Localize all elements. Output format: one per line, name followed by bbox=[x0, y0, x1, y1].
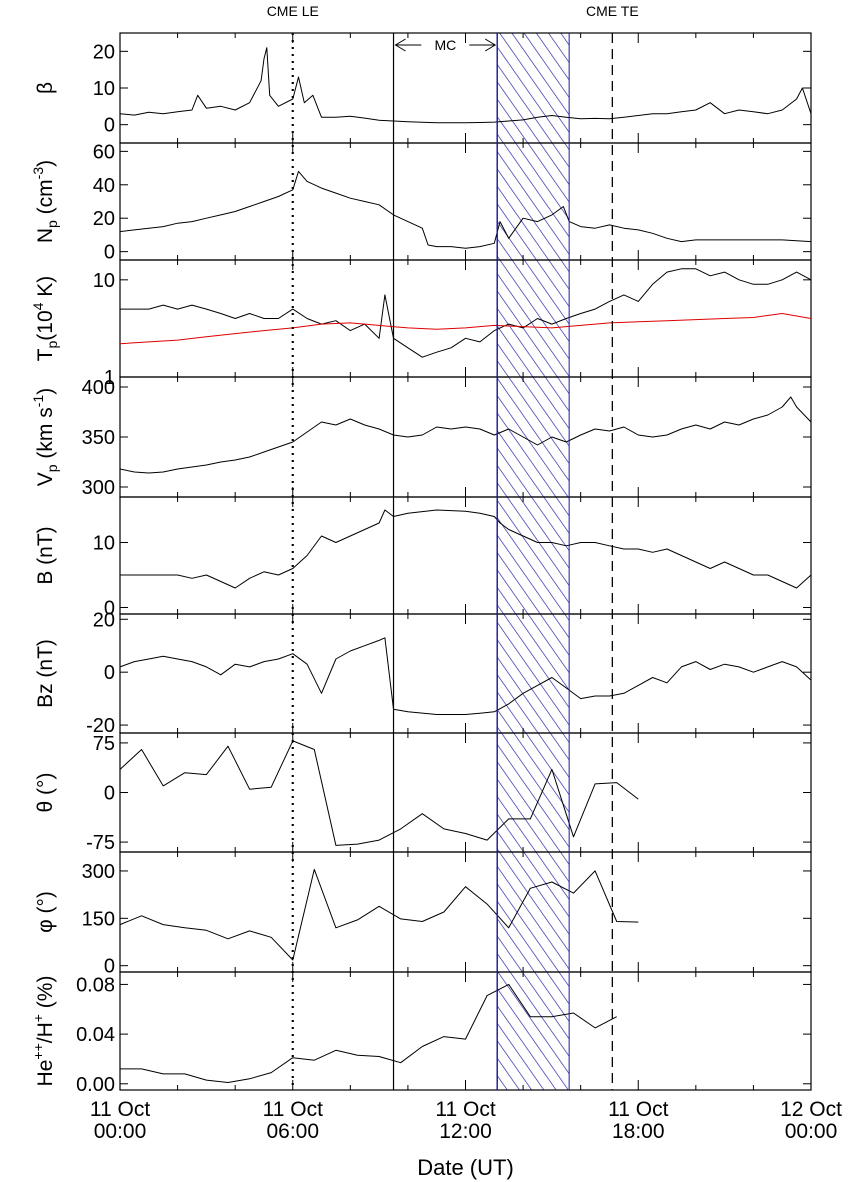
y-axis-label: Vp (km s-1) bbox=[30, 388, 60, 486]
y-tick-label: 60 bbox=[93, 141, 115, 163]
series-line-1 bbox=[119, 170, 812, 249]
y-tick-label: 0.00 bbox=[76, 1074, 115, 1096]
panel-frame bbox=[119, 142, 812, 261]
x-tick-label-date: 11 Oct bbox=[90, 1098, 150, 1121]
y-axis-label: β bbox=[34, 82, 57, 94]
mc-label: MC bbox=[434, 37, 456, 53]
y-tick-label: -20 bbox=[86, 715, 115, 737]
y-tick-label: 20 bbox=[93, 208, 115, 230]
panel-frame bbox=[119, 613, 812, 734]
x-tick-label-date: 12 Oct bbox=[780, 1098, 842, 1121]
panel-2: 0 20 40 60 Np (cm-3) bbox=[30, 141, 812, 264]
y-tick-label: 20 bbox=[93, 609, 115, 631]
hatched-region bbox=[497, 33, 570, 1090]
series-line-1 bbox=[119, 740, 639, 846]
panel-5: 0 10 B (nT) bbox=[34, 496, 812, 620]
x-tick-label-date: 11 Oct bbox=[263, 1098, 323, 1121]
y-tick-label: 0 bbox=[104, 242, 115, 264]
x-tick-label-time: 12:00 bbox=[439, 1120, 492, 1143]
series-line-1 bbox=[119, 637, 812, 715]
y-tick-label: 0 bbox=[104, 598, 115, 620]
y-tick-label: 300 bbox=[82, 477, 115, 499]
mc-arrowhead-left bbox=[394, 38, 406, 52]
y-tick-label: 400 bbox=[82, 377, 115, 399]
y-axis-label: φ (°) bbox=[34, 891, 57, 933]
panel-6: -20 0 20 Bz (nT) bbox=[34, 609, 812, 737]
y-tick-label: 0 bbox=[104, 115, 115, 137]
panel-4: 300 350 400 Vp (km s-1) bbox=[30, 376, 812, 499]
y-tick-label: 10 bbox=[93, 270, 115, 292]
x-tick-label-date: 11 Oct bbox=[608, 1098, 668, 1121]
x-tick-label-date: 11 Oct bbox=[435, 1098, 495, 1121]
y-tick-label: -75 bbox=[86, 832, 115, 854]
series-line-1 bbox=[119, 396, 812, 474]
y-axis-label: He++/H+ (%) bbox=[30, 976, 57, 1087]
cme-le-label: CME LE bbox=[267, 3, 319, 19]
y-tick-label: 10 bbox=[93, 533, 115, 555]
panel-9: 0.00 0.04 0.08 He++/H+ (%) bbox=[30, 971, 812, 1096]
y-tick-label: 20 bbox=[93, 41, 115, 63]
y-tick-label: 150 bbox=[82, 908, 115, 930]
x-tick-label-time: 00:00 bbox=[94, 1120, 147, 1143]
panel-8: 0 150 300 φ (°) bbox=[34, 851, 812, 978]
y-tick-label: 0 bbox=[104, 783, 115, 805]
panel-frame bbox=[119, 732, 812, 853]
panel-1: 0 10 20 β bbox=[34, 32, 812, 144]
panel-frame bbox=[119, 851, 812, 973]
x-tick-label-time: 18:00 bbox=[612, 1120, 665, 1143]
y-axis-label: Np (cm-3) bbox=[30, 160, 60, 243]
panel-frame bbox=[119, 32, 812, 144]
series-line-1 bbox=[119, 47, 812, 124]
y-tick-label: 40 bbox=[93, 175, 115, 197]
series-line-2 bbox=[119, 313, 812, 345]
y-tick-label: 0.08 bbox=[76, 974, 115, 996]
series-line-1 bbox=[119, 868, 639, 961]
panel-frame bbox=[119, 259, 812, 378]
panel-frame bbox=[119, 971, 812, 1091]
cme-te-label: CME TE bbox=[586, 3, 639, 19]
panel-frame bbox=[119, 496, 812, 615]
y-tick-label: 0 bbox=[104, 662, 115, 684]
y-axis-label: Tp(104 K) bbox=[30, 276, 60, 362]
y-tick-label: 0.04 bbox=[76, 1024, 115, 1046]
series-line-1 bbox=[120, 268, 812, 358]
y-tick-label: 0 bbox=[104, 956, 115, 978]
mc-arrowhead-right bbox=[484, 38, 497, 52]
y-axis-label: Bz (nT) bbox=[34, 639, 57, 708]
x-tick-label-time: 00:00 bbox=[785, 1120, 838, 1143]
panel-3: 1 10 Tp(104 K) bbox=[30, 259, 812, 389]
y-axis-label: B (nT) bbox=[34, 526, 57, 584]
y-axis-label: θ (°) bbox=[34, 773, 57, 813]
x-axis-label: Date (UT) bbox=[417, 1155, 514, 1180]
panel-frame bbox=[119, 376, 812, 498]
panel-7: -75 0 75 θ (°) bbox=[34, 732, 812, 854]
y-tick-label: 350 bbox=[82, 427, 115, 449]
y-tick-label: 10 bbox=[93, 78, 115, 100]
series-line-1 bbox=[120, 983, 617, 1083]
y-tick-label: 300 bbox=[82, 861, 115, 883]
y-tick-label: 75 bbox=[93, 733, 115, 755]
x-tick-label-time: 06:00 bbox=[266, 1120, 319, 1143]
y-tick-label: 1 bbox=[104, 367, 115, 389]
series-line-1 bbox=[120, 509, 812, 589]
